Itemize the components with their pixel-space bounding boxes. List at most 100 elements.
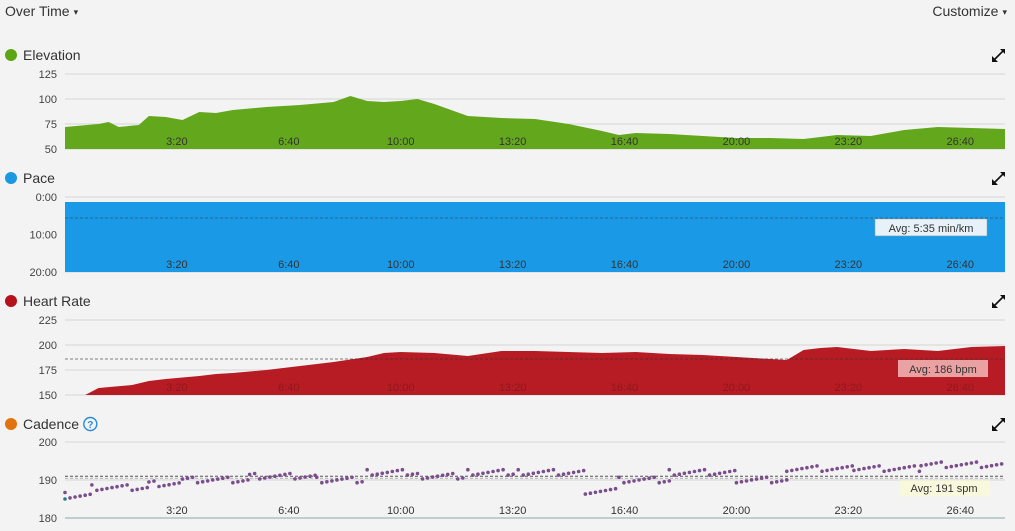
cadence-point (135, 487, 139, 492)
cadence-point (959, 463, 964, 467)
view-mode-dropdown[interactable]: Over Time ▾ (5, 3, 78, 19)
cadence-point (395, 468, 400, 473)
cadence-point (226, 475, 230, 480)
cadence-point (236, 480, 240, 484)
cadence-point (177, 481, 181, 485)
cadence-point (608, 487, 613, 492)
cadence-point (994, 463, 999, 467)
cadence-point (734, 480, 739, 485)
cadence-point (642, 477, 646, 481)
cadence-point (210, 478, 215, 482)
cadence-point (820, 469, 824, 474)
cadence-point (262, 476, 267, 480)
chevron-down-icon: ▾ (73, 7, 79, 17)
cadence-point (220, 476, 225, 481)
x-tick-label: 23:20 (835, 136, 863, 148)
cadence-point (531, 471, 536, 476)
expand-icon-arrow-sw (992, 56, 998, 62)
cadence-point (692, 469, 697, 474)
cadence-point (588, 491, 593, 496)
cadence-point (617, 475, 621, 480)
expand-icon-arrow-ne (1000, 49, 1005, 54)
cadence-point (440, 473, 445, 478)
cadence-point (637, 478, 641, 482)
avg-label: Avg: 191 spm (910, 483, 977, 495)
cadence-point (949, 464, 954, 469)
x-tick-label: 3:20 (166, 382, 187, 394)
cadence-point (90, 483, 94, 487)
expand-icon-arrow-ne (1000, 418, 1005, 423)
cadence-point (583, 492, 588, 496)
x-tick-label: 10:00 (387, 259, 415, 271)
y-tick-label: 125 (39, 69, 57, 81)
cadence-point (687, 470, 692, 475)
cadence-point (850, 464, 855, 468)
x-tick-label: 26:40 (946, 505, 974, 517)
x-tick-label: 13:20 (499, 382, 527, 394)
cadence-point (917, 469, 922, 474)
customize-dropdown[interactable]: Customize ▾ (932, 3, 1007, 19)
x-tick-label: 16:40 (611, 259, 639, 271)
cadence-point (784, 478, 789, 482)
cadence-point (774, 480, 779, 484)
cadence-point (805, 465, 809, 470)
cadence-point (749, 478, 754, 482)
cadence-point (627, 480, 631, 484)
cadence-point (902, 465, 907, 470)
cadence-point (340, 477, 344, 481)
cadence-point (365, 467, 369, 472)
cadence-point (727, 469, 732, 474)
cadence-point (88, 492, 92, 497)
cadence-point (892, 467, 897, 472)
cadence-point (100, 487, 104, 492)
cadence-point (501, 467, 505, 472)
cadence-point (190, 475, 195, 480)
cadence-point (647, 476, 651, 481)
cadence-point (732, 468, 737, 473)
cadence-point (887, 468, 891, 473)
y-tick-label: 50 (45, 144, 57, 156)
cadence-point (912, 464, 917, 468)
cadence-point (830, 467, 834, 472)
x-tick-label: 6:40 (278, 136, 299, 148)
cadence-point (140, 486, 145, 491)
cadence-point (657, 480, 662, 485)
cadence-point (185, 476, 190, 481)
cadence-point (622, 480, 626, 485)
expand-icon-arrow-ne (1000, 172, 1005, 177)
cadence-point (897, 466, 902, 471)
cadence-point (400, 467, 405, 472)
cadence-point (593, 490, 598, 495)
cadence-point (283, 472, 287, 477)
cadence-point (330, 479, 334, 483)
y-tick-label: 100 (39, 94, 57, 106)
cadence-point (999, 462, 1004, 466)
cadence-point (241, 479, 245, 483)
x-tick-label: 13:20 (499, 259, 527, 271)
cadence-point (919, 463, 923, 468)
cadence-point (180, 477, 185, 481)
x-tick-label: 20:00 (723, 505, 751, 517)
cadence-point (83, 493, 87, 498)
cadence-point (375, 472, 380, 477)
cadence-point (598, 489, 603, 494)
cadence-point (697, 468, 702, 473)
cadence-point (546, 468, 551, 473)
x-tick-label: 16:40 (611, 505, 639, 517)
cadence-point (491, 469, 495, 474)
cadence-point (944, 465, 949, 470)
cadence-point (110, 485, 114, 490)
y-tick-label: 150 (39, 390, 57, 402)
avg-label-box (898, 360, 988, 377)
chart-toolbar: Over Time ▾ Customize ▾ (0, 0, 1015, 24)
y-tick-label: 200 (39, 437, 57, 449)
cadence-point (370, 473, 374, 477)
cadence-point (125, 483, 129, 487)
cadence-point (278, 473, 282, 478)
cadence-title: Cadence (23, 416, 79, 432)
help-icon[interactable] (83, 416, 98, 432)
cadence-point (167, 482, 171, 487)
cadence-point (576, 469, 581, 474)
cadence-point (754, 477, 759, 481)
